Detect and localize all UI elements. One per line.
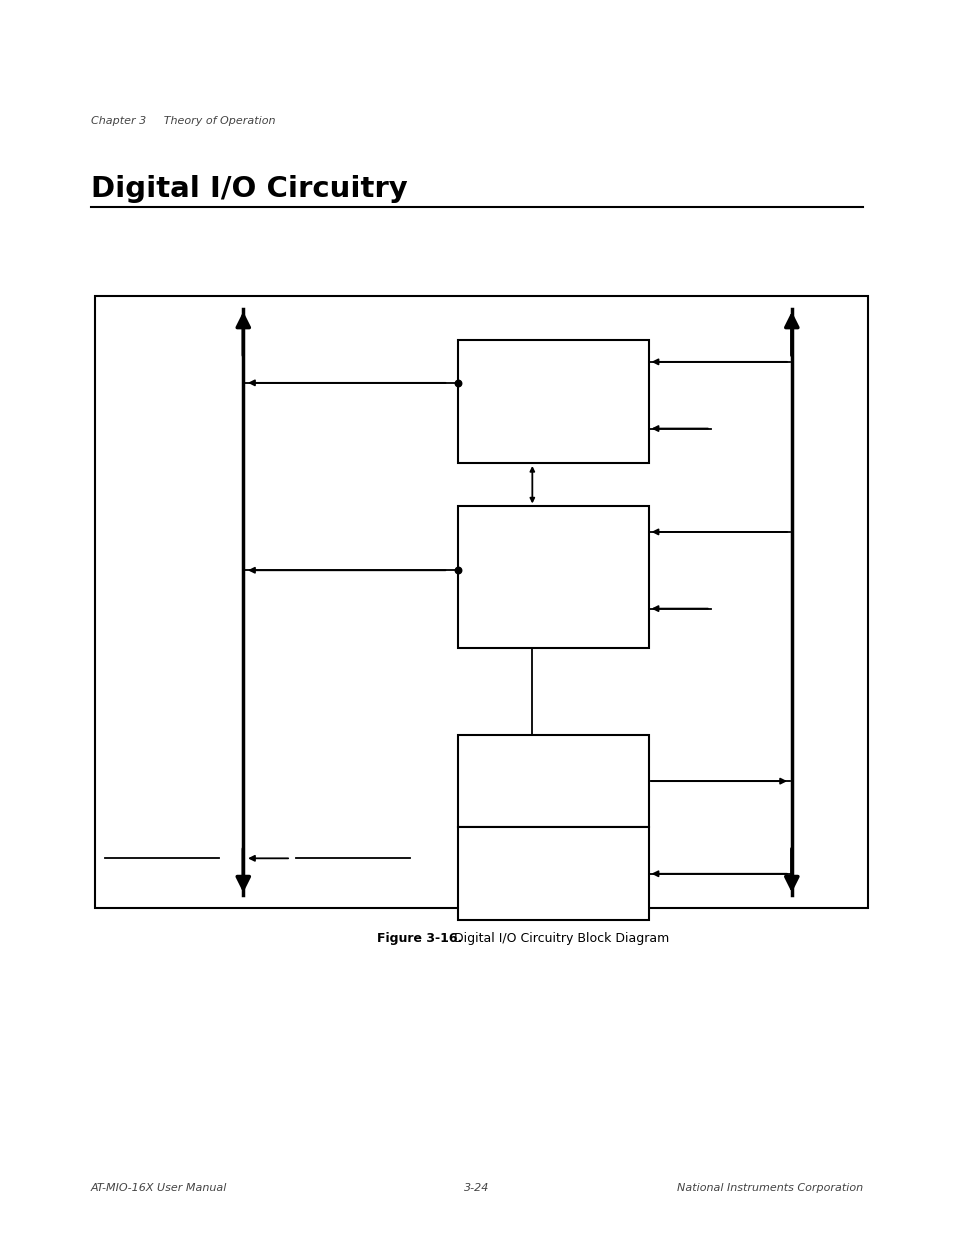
Bar [95,296,867,908]
Text: Digital I/O Circuitry Block Diagram: Digital I/O Circuitry Block Diagram [446,932,669,946]
Text: Figure 3-16.: Figure 3-16. [376,932,461,946]
Bar [457,735,648,827]
Bar [457,340,648,463]
Text: Chapter 3     Theory of Operation: Chapter 3 Theory of Operation [91,116,274,126]
Text: Digital I/O Circuitry: Digital I/O Circuitry [91,175,407,204]
Text: 3-24: 3-24 [464,1183,489,1193]
Text: National Instruments Corporation: National Instruments Corporation [677,1183,862,1193]
Bar [457,827,648,920]
Bar [457,506,648,648]
Point [450,373,465,393]
Point [450,561,465,580]
Text: AT-MIO-16X User Manual: AT-MIO-16X User Manual [91,1183,227,1193]
